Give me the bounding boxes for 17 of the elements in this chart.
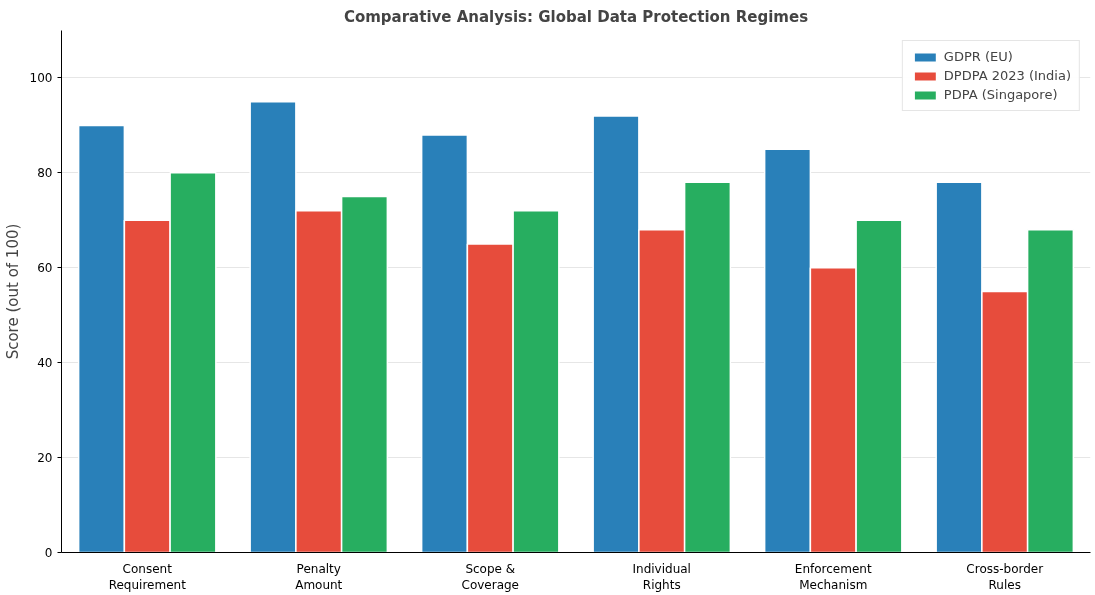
chart-title: Comparative Analysis: Global Data Protection Regimes — [343, 7, 809, 26]
y-tick-label: 60 — [37, 261, 53, 276]
x-tick-label: Penalty Amount — [295, 561, 343, 593]
y-tick-label: 20 — [37, 451, 53, 466]
y-tick-label: 40 — [37, 356, 53, 371]
legend-label: GDPR (EU) — [943, 49, 1013, 64]
x-tick-label: Enforcement Mechanism — [794, 561, 872, 593]
x-tick-label: Consent Requirement — [108, 561, 187, 593]
legend-label: DPDPA 2023 (India) — [943, 68, 1071, 83]
x-tick-label: Individual Rights — [632, 561, 691, 593]
x-tick-label: Scope & Coverage — [461, 561, 519, 593]
y-axis-title: Score (out of 100) — [3, 223, 22, 360]
y-tick-label: 100 — [29, 71, 53, 86]
legend-label: PDPA (Singapore) — [943, 87, 1058, 102]
y-tick-label: 80 — [37, 166, 53, 181]
y-tick-label: 0 — [44, 546, 53, 560]
x-tick-label: Cross-border Rules — [966, 561, 1044, 593]
